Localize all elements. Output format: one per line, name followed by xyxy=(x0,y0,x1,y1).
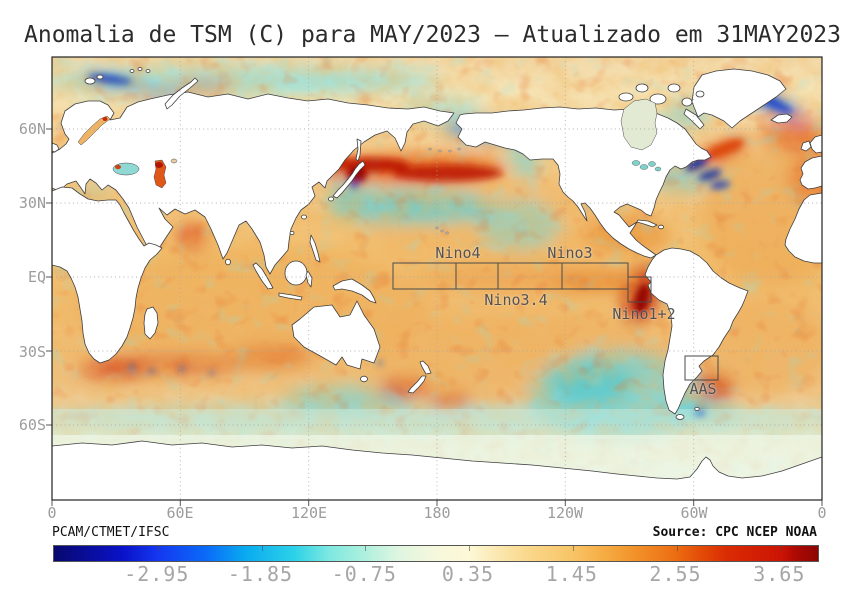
land-africa xyxy=(52,186,163,364)
colorbar-label: 1.45 xyxy=(545,562,598,586)
inland-seas xyxy=(77,98,662,189)
region-label-nino4: Nino4 xyxy=(435,244,481,262)
lon-label-180: 180 xyxy=(423,504,451,522)
page-title: Anomalia de TSM (C) para MAY/2023 — Atua… xyxy=(24,22,841,48)
map-frame xyxy=(51,56,823,501)
lat-label-60s: 60S xyxy=(18,416,46,434)
region-label-nino3: Nino3 xyxy=(547,244,593,262)
hudson-bay xyxy=(620,98,658,151)
aral-sea xyxy=(170,158,178,164)
lat-label-30s: 30S xyxy=(18,343,46,361)
lon-label-0e: 0 xyxy=(817,504,827,522)
lon-label-60e: 60E xyxy=(166,504,194,522)
nino-outer-box xyxy=(392,262,629,290)
lon-label-60w: 60W xyxy=(680,504,708,522)
map-content xyxy=(52,57,822,500)
nino12-box xyxy=(627,276,652,303)
subantarctic-band xyxy=(52,409,822,439)
lat-label-30n: 30N xyxy=(18,194,46,212)
colorbar-tick xyxy=(261,546,263,551)
colorbar-tick xyxy=(365,546,367,551)
region-label-aas: AAS xyxy=(689,380,717,398)
world-map xyxy=(46,56,823,506)
land-australia xyxy=(291,300,381,370)
colorbar-tick xyxy=(676,546,678,551)
lon-label-120w: 120W xyxy=(546,504,584,522)
colorbar-label: -1.85 xyxy=(227,562,294,586)
world-map-svg xyxy=(46,56,823,506)
land-south-america xyxy=(644,247,749,415)
colorbar-label: 0.35 xyxy=(441,562,495,586)
credit-left: PCAM/CTMET/IFSC xyxy=(52,525,170,540)
region-label-nino12: Nino1+2 xyxy=(612,305,676,323)
colorbar-tick xyxy=(157,546,159,551)
colorbar xyxy=(53,545,819,562)
colorbar-tick xyxy=(469,546,470,551)
islands xyxy=(52,67,822,420)
colorbar-label: 3.65 xyxy=(753,562,806,586)
lat-label-eq: EQ xyxy=(27,268,46,286)
colorbar-tick xyxy=(572,546,574,551)
lon-label-0w: 0 xyxy=(47,504,57,522)
nino-region-boxes xyxy=(392,262,719,381)
great-lakes xyxy=(631,160,662,172)
lat-label-60n: 60N xyxy=(18,120,46,138)
colorbar-label: -2.95 xyxy=(124,562,190,586)
axis-ticks xyxy=(46,128,823,506)
colorbar-label: 2.55 xyxy=(649,562,702,586)
colorbar-label: -0.75 xyxy=(331,562,397,586)
land-antarctica xyxy=(52,440,822,500)
colorbar-tick xyxy=(780,546,782,551)
lon-label-120e: 120E xyxy=(290,504,328,522)
aas-box xyxy=(684,355,719,381)
baltic-sea xyxy=(77,115,111,146)
land-greenland xyxy=(691,68,787,129)
credit-right: Source: CPC NCEP NOAA xyxy=(652,525,817,540)
region-label-nino34: Nino3.4 xyxy=(484,291,548,309)
